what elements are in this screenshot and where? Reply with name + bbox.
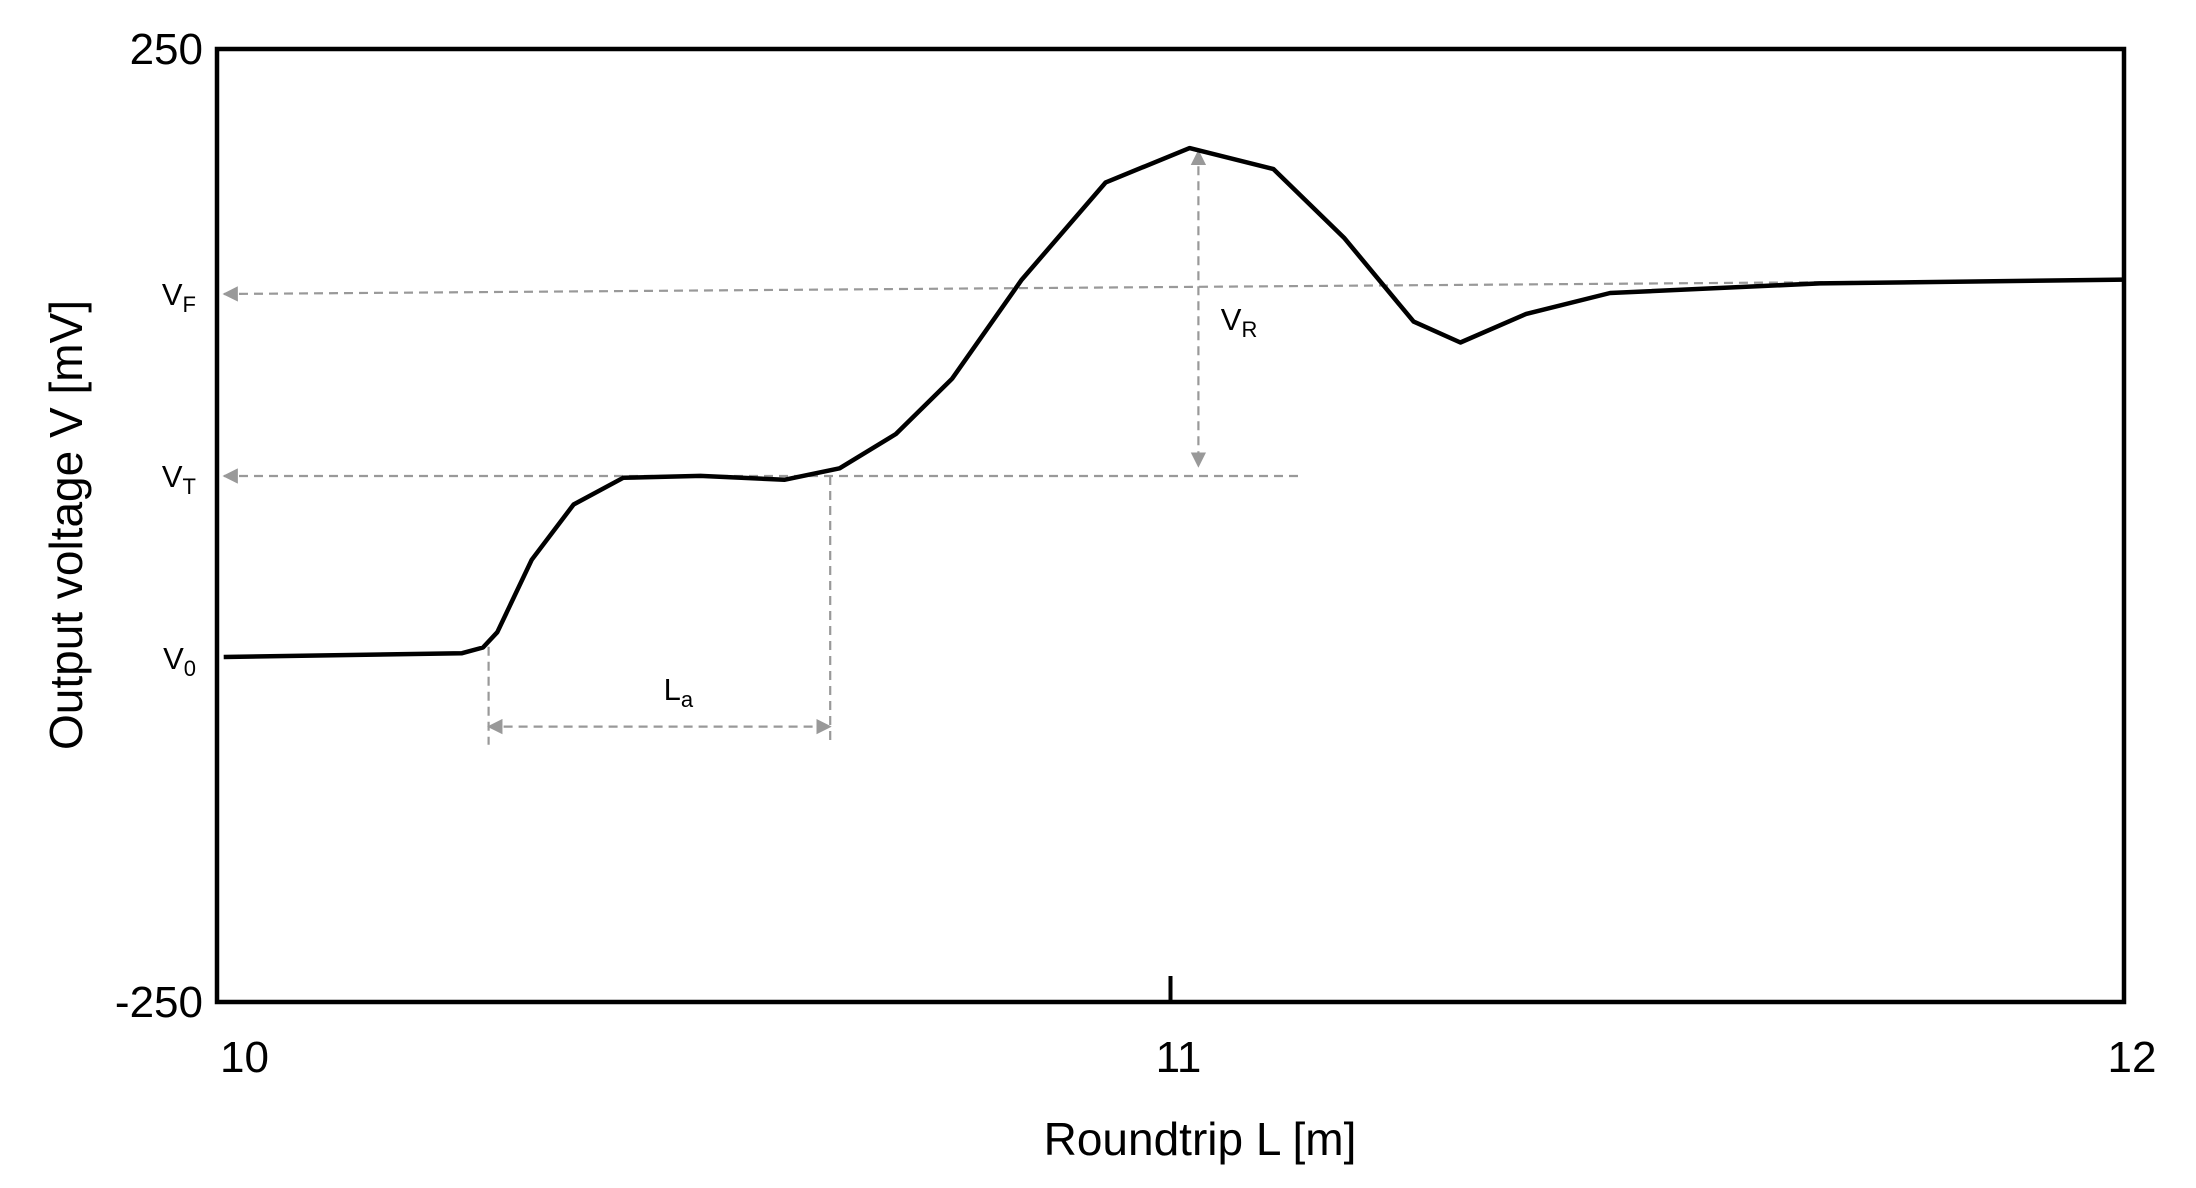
annotation: VT <box>162 459 196 499</box>
x-tick-label: 11 <box>1156 1033 1202 1082</box>
annotation-text: V <box>162 277 183 312</box>
data-line <box>223 145 2125 660</box>
annotation-subscript: 0 <box>184 656 196 681</box>
annotation-subscript: F <box>183 292 196 317</box>
annotation-subscript: R <box>1241 317 1257 342</box>
y-axis-label: Output voltage V [mV] <box>40 300 92 750</box>
annotation: La <box>664 672 694 712</box>
annotation-text: V <box>162 459 183 494</box>
annotation-subscript: T <box>183 474 196 499</box>
annotation: V0 <box>163 641 196 681</box>
x-tick-label: 10 <box>220 1033 269 1082</box>
x-axis-label: Roundtrip L [m] <box>1044 1113 1357 1165</box>
annotation-text: V <box>1221 302 1242 337</box>
annotation-text: L <box>664 672 681 707</box>
y-tick-label: 250 <box>130 25 203 74</box>
y-tick-label: -250 <box>115 978 203 1027</box>
plot-frame <box>214 46 2127 1005</box>
annotation-text: V <box>163 641 184 676</box>
x-tick-label: 12 <box>2108 1033 2157 1082</box>
annotation: VF <box>162 277 196 317</box>
annotation-subscript: a <box>681 687 694 712</box>
annotation: VR <box>1221 302 1258 342</box>
